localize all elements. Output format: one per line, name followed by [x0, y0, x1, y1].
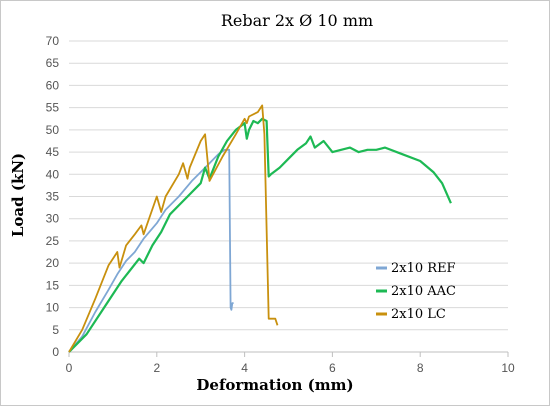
x-tick-label: 0: [66, 361, 73, 375]
x-tick-label: 2: [153, 361, 160, 375]
x-tick-label: 8: [417, 361, 424, 375]
y-tick-label: 15: [46, 278, 60, 292]
series-line-2x10-aac: [68, 117, 452, 353]
y-tick-label: 70: [46, 34, 60, 48]
legend-label: 2x10 REF: [391, 261, 456, 276]
y-tick-label: 30: [46, 212, 60, 226]
y-tick-label: 10: [46, 301, 60, 315]
series-line-2x10-lc: [68, 104, 279, 353]
chart-title: Rebar 2x Ø 10 mm: [221, 11, 373, 30]
y-axis-ticks: 0 5 10 15 20 25 30 35 40 45 50 55 60 65 70: [46, 34, 60, 359]
y-tick-label: 25: [46, 234, 60, 248]
series-line-2x10-ref: [68, 148, 234, 353]
x-tick-label: 6: [329, 361, 336, 375]
y-tick-label: 40: [46, 167, 60, 181]
legend-label: 2x10 LC: [391, 307, 446, 322]
x-axis-label: Deformation (mm): [196, 376, 353, 394]
y-tick-label: 5: [52, 323, 59, 337]
x-tick-label: 4: [241, 361, 248, 375]
x-axis-ticks: 0 2 4 6 8 10: [66, 352, 515, 375]
gridlines: [69, 40, 508, 353]
y-tick-label: 45: [46, 145, 60, 159]
y-tick-label: 0: [52, 345, 59, 359]
y-tick-label: 60: [46, 78, 60, 92]
legend: 2x10 REF 2x10 AAC 2x10 LC: [376, 261, 456, 322]
y-tick-label: 20: [46, 256, 60, 270]
y-tick-label: 50: [46, 123, 60, 137]
y-axis-label: Load (kN): [9, 153, 27, 237]
y-tick-label: 65: [46, 56, 60, 70]
legend-label: 2x10 AAC: [391, 284, 456, 299]
x-tick-label: 10: [501, 361, 515, 375]
y-tick-label: 35: [46, 190, 60, 204]
y-tick-label: 55: [46, 101, 60, 115]
series-layer: [68, 104, 452, 353]
